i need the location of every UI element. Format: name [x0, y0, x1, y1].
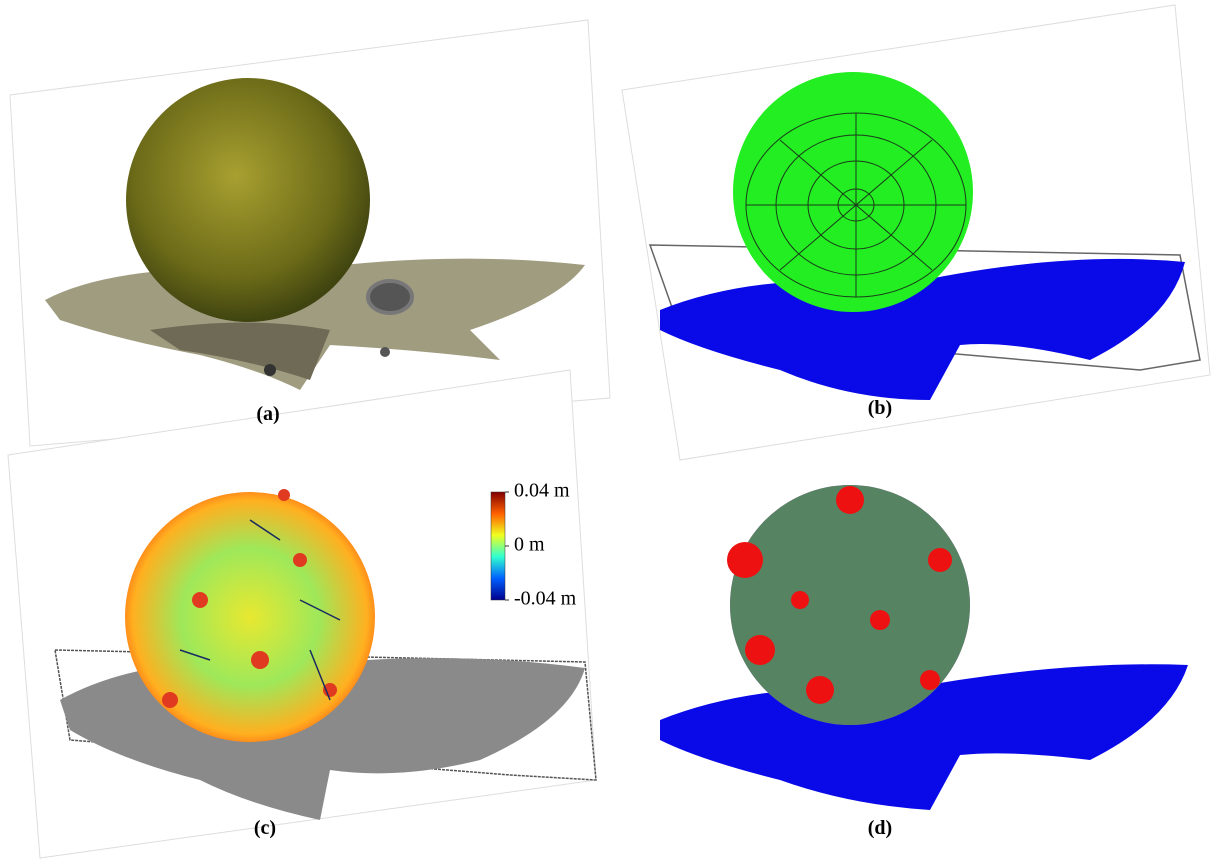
point-cloud-a	[45, 78, 585, 390]
colorbar-label: -0.04 m	[514, 588, 577, 610]
point-cloud-c	[54, 489, 597, 820]
colorbar	[490, 491, 506, 601]
panel-caption: (a)	[256, 403, 279, 425]
panel-caption: (d)	[868, 817, 892, 839]
colorbar-label: 0 m	[514, 534, 545, 556]
colorbar-label: 0.04 m	[514, 480, 570, 502]
point-cloud-d	[660, 485, 1188, 810]
panel-caption: (c)	[254, 817, 276, 839]
point-cloud-b	[648, 72, 1201, 400]
panel-caption: (b)	[868, 397, 892, 419]
